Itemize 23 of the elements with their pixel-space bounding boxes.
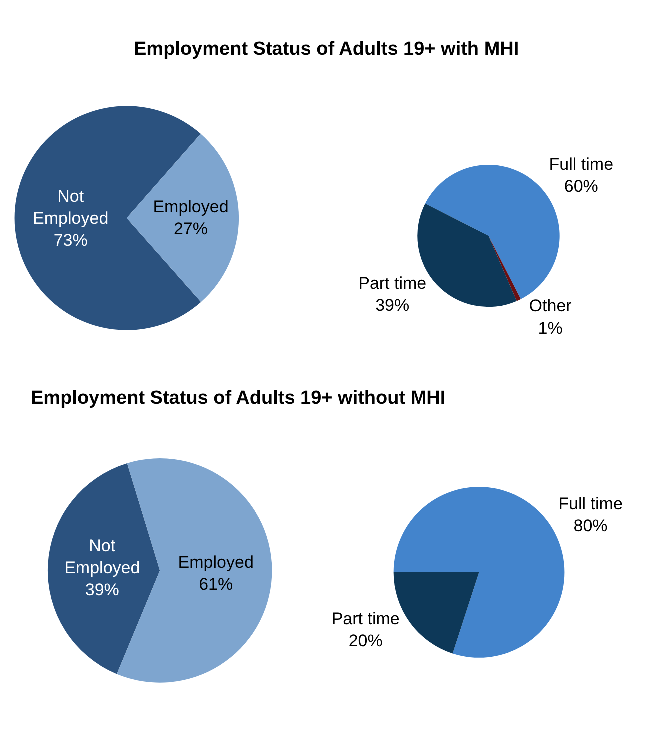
data-label: 60% bbox=[564, 177, 598, 196]
data-label: 20% bbox=[348, 631, 383, 650]
pie-slice bbox=[126, 134, 240, 302]
slice-label: Not Employed bbox=[33, 186, 109, 228]
slice-label: Not Employed bbox=[64, 536, 140, 578]
data-label: 80% bbox=[574, 516, 608, 536]
slice-label: Other bbox=[529, 296, 572, 316]
data-label: 73% bbox=[54, 230, 88, 250]
slice-label: Full time bbox=[558, 494, 623, 514]
pie-slice bbox=[488, 236, 522, 302]
slice-label: Part time bbox=[358, 274, 427, 293]
slice-label: Employed bbox=[153, 198, 229, 217]
data-label: 27% bbox=[174, 220, 208, 239]
slice-label: Employed bbox=[178, 552, 254, 572]
data-label: 61% bbox=[199, 574, 234, 594]
data-label: 39% bbox=[376, 296, 410, 315]
text: Employment Status of Adults 19+ with MHI bbox=[134, 39, 520, 60]
data-label: 1% bbox=[538, 318, 563, 338]
slice-label: Full time bbox=[549, 154, 614, 174]
data-label: 39% bbox=[85, 580, 120, 600]
slice-label: Part time bbox=[332, 609, 400, 628]
chart-title: Employment Status of Adults 19+ without MHI bbox=[31, 388, 446, 409]
pie-slice bbox=[48, 463, 160, 674]
